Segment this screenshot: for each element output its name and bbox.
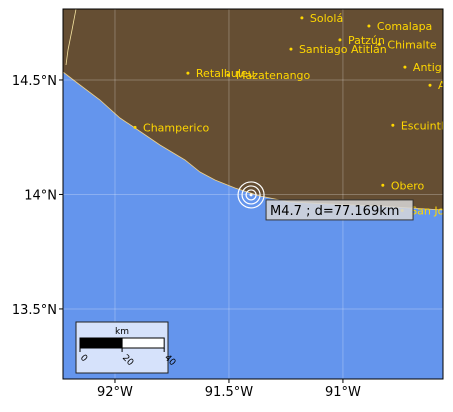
town-label: Mazatenango (236, 69, 310, 82)
event-ring (245, 189, 257, 201)
town-marker (381, 183, 385, 187)
town-label: Retalhuleu (196, 67, 255, 80)
town-marker (338, 38, 342, 42)
axes: 92°W 91.5°W 91°W 14.5°N 14°N 13.5°N (12, 74, 361, 400)
scale-tick-label: 0 (78, 353, 89, 364)
town-marker (226, 73, 230, 77)
scale-segment (121, 337, 165, 349)
event-marker (249, 193, 253, 197)
event-label: M4.7 ; d=77.169km (270, 204, 399, 219)
scale-segment (79, 337, 123, 349)
town-label: San José (410, 204, 453, 217)
town-label: Chimalte (387, 38, 437, 51)
town-marker (186, 71, 190, 75)
y-tick-label: 14°N (24, 188, 57, 203)
town-marker (300, 16, 304, 20)
y-tick-label: 14.5°N (12, 74, 57, 89)
town-marker (377, 42, 381, 46)
town-label: Sololá (310, 12, 343, 25)
town-marker (428, 83, 432, 87)
town-label: Champerico (143, 121, 209, 134)
town-marker (133, 125, 137, 129)
town-label: Antig (413, 61, 442, 74)
x-tick-label: 91.5°W (205, 385, 253, 400)
town-label: Santiago Atitlán (299, 43, 387, 56)
town-label: Obero (391, 179, 425, 192)
border (65, 9, 77, 66)
scale-ticks: 0 20 40 (78, 337, 177, 368)
x-tick-label: 92°W (97, 385, 133, 400)
x-tick-label: 91°W (325, 385, 361, 400)
town-marker (403, 65, 407, 69)
event: M4.7 ; d=77.169km (237, 181, 414, 221)
town-label: Escuintl (401, 119, 444, 132)
y-tick-label: 13.5°N (12, 303, 57, 318)
grid (63, 9, 443, 379)
event-label-box (265, 199, 414, 221)
event-ring (237, 181, 265, 209)
scale-unit: km (115, 327, 129, 337)
town-label: Patzún (348, 34, 385, 47)
town-marker (367, 24, 371, 28)
town-marker (391, 123, 395, 127)
scale-bar: km 0 20 40 (75, 321, 177, 374)
town-label: Comalapa (377, 20, 432, 33)
town-marker (289, 47, 293, 51)
town-label: A (438, 79, 446, 92)
event-ring (241, 185, 261, 205)
